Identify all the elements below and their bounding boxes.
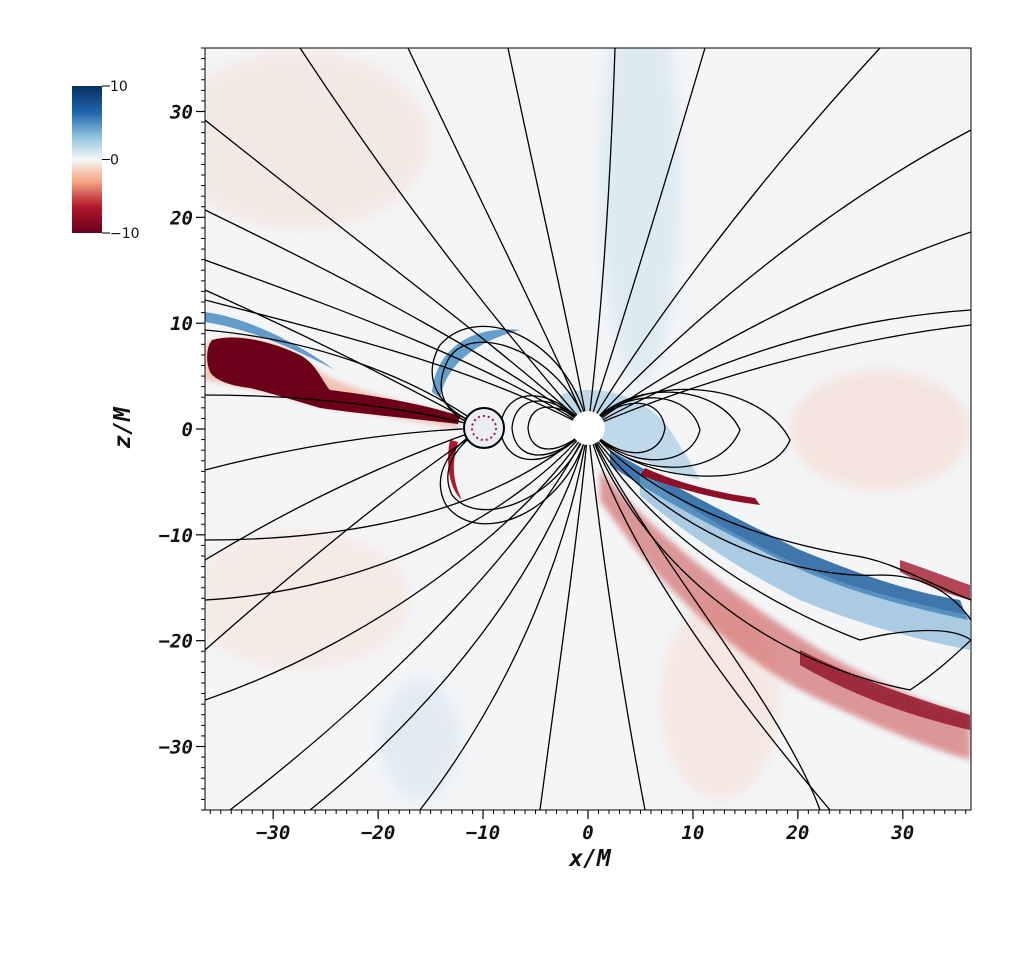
field-line	[419, 427, 589, 810]
heatmap-tint-light-red	[205, 530, 410, 670]
heatmap-dark-red-streak	[640, 468, 760, 505]
field-line	[587, 427, 971, 621]
field-line	[587, 427, 971, 641]
y-axis-title: z/M	[110, 406, 136, 449]
field-line	[587, 427, 821, 810]
x-tick-label: 30	[890, 822, 914, 844]
field-line	[229, 427, 589, 810]
heatmap-dark-red-jet-right	[900, 560, 970, 600]
colorbar: 10 0 −10	[72, 79, 140, 242]
field-line	[439, 427, 589, 525]
heatmap-dark-red-streamer-left	[207, 337, 460, 424]
field-line	[205, 427, 485, 561]
field-line	[587, 402, 666, 454]
field-line	[205, 119, 589, 429]
colorbar-ticks: 10 0 −10	[102, 79, 140, 242]
colorbar-tick-label: 10	[110, 79, 128, 95]
y-tick-label: −20	[159, 631, 193, 653]
field-line	[587, 324, 971, 429]
heatmap-tint-light-red	[205, 50, 430, 230]
field-line	[587, 129, 971, 429]
field-line	[447, 427, 589, 511]
field-line	[507, 48, 589, 429]
field-lines	[205, 48, 971, 810]
y-tick-label: −30	[159, 737, 193, 759]
x-tick-label: −30	[256, 822, 290, 844]
colorbar-gradient	[72, 86, 102, 233]
field-line	[309, 427, 589, 810]
field-line	[440, 341, 589, 429]
field-line	[587, 48, 616, 429]
secondary-object	[463, 407, 505, 449]
field-line	[205, 394, 485, 429]
field-line	[299, 48, 589, 429]
field-line	[587, 427, 831, 810]
colorbar-tick-label: 0	[110, 153, 119, 169]
field-line	[205, 427, 589, 601]
field-line	[587, 427, 646, 810]
secondary-object-core	[471, 415, 497, 441]
heatmap-blue-jet-right	[610, 450, 968, 620]
y-tick-label: 30	[169, 102, 193, 124]
field-line	[587, 427, 971, 601]
field-line	[587, 391, 741, 468]
y-tick-label: 0	[182, 419, 193, 441]
colorbar-tick-label: −10	[110, 226, 140, 242]
x-tick-label: 10	[681, 822, 704, 844]
y-tick-label: −10	[159, 525, 193, 547]
field-line	[587, 48, 706, 429]
x-tick-label: −10	[466, 822, 500, 844]
heatmap-tint-light-red	[790, 370, 970, 490]
y-tick-label: 10	[170, 313, 193, 335]
heatmap-blue-streamer-left	[205, 312, 335, 370]
primary-black-hole	[571, 411, 605, 445]
field-line	[539, 427, 589, 810]
x-axis: −30 −20 −10 0 10 20 30	[209, 810, 967, 844]
heatmap-tint-light-blue	[380, 680, 460, 800]
field-line	[205, 427, 589, 541]
field-line	[407, 48, 589, 429]
x-tick-label: −20	[361, 822, 395, 844]
x-tick-label: 20	[785, 822, 809, 844]
heatmap-blue-jet-right-light	[640, 470, 970, 650]
field-line	[527, 406, 589, 450]
x-axis-title: x/M	[568, 846, 612, 872]
field-line	[587, 397, 701, 461]
field-line	[587, 427, 971, 691]
y-axis: 30 20 10 0 −10 −20 −30	[159, 47, 205, 811]
field-line	[587, 48, 881, 429]
field-line	[511, 400, 589, 456]
plot-area	[204, 47, 972, 811]
y-tick-label: 20	[169, 207, 193, 229]
field-line	[205, 259, 589, 429]
field-line	[205, 299, 589, 429]
field-line	[587, 309, 971, 429]
heatmap-tint-light-blue	[600, 48, 680, 380]
field-line	[205, 427, 589, 701]
heatmap-blue-lobe-around-primary	[560, 389, 700, 480]
x-tick-label: 0	[582, 822, 593, 844]
heatmap	[205, 48, 970, 800]
field-line	[431, 325, 589, 429]
heatmap-red-arc-lower-left	[448, 440, 462, 500]
field-line	[205, 427, 485, 471]
heatmap-dark-red-jet-right	[800, 650, 970, 730]
field-line	[587, 388, 791, 477]
